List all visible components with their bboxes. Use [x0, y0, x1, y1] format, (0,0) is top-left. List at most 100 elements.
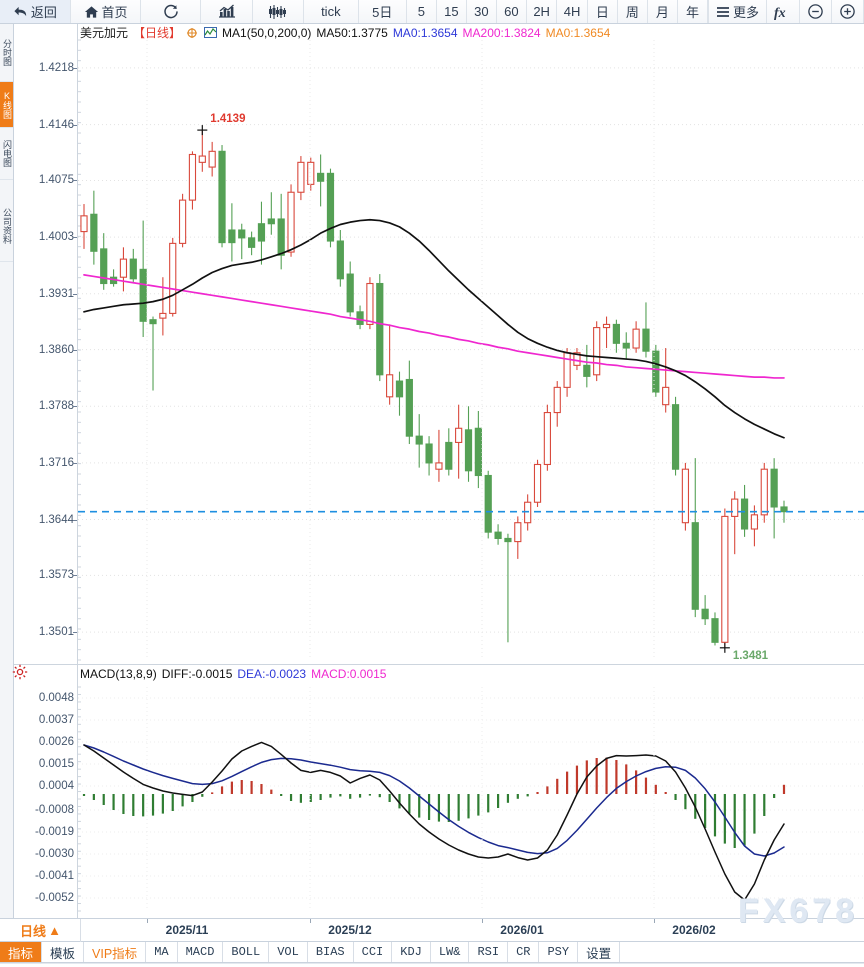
- indicator-cr[interactable]: CR: [508, 942, 540, 962]
- macd-legend: MACD(13,8,9) DIFF:-0.0015 DEA:-0.0023 MA…: [78, 665, 386, 682]
- price-y-tick: [73, 406, 77, 408]
- macd-y-label: -0.0052: [34, 892, 74, 904]
- toolbar-h2[interactable]: 2H: [527, 0, 558, 23]
- toolbar-tick[interactable]: tick: [304, 0, 359, 23]
- toolbar-week[interactable]: 周: [618, 0, 648, 23]
- refresh-icon: [163, 4, 179, 20]
- indicator-psy[interactable]: PSY: [539, 942, 579, 962]
- indicator-vip-indicator[interactable]: VIP指标: [84, 942, 147, 962]
- toolbar-m5[interactable]: 5: [407, 0, 437, 23]
- indicator-vol[interactable]: VOL: [269, 942, 308, 962]
- bar-chart-icon: [218, 4, 236, 20]
- sidebar-item-intraday-chart[interactable]: 分时图: [0, 24, 13, 82]
- sidebar-item-k-line-chart[interactable]: K线图: [0, 82, 13, 128]
- price-y-tick: [73, 237, 77, 239]
- toolbar-zoom-in[interactable]: [832, 0, 864, 23]
- price-y-label: 1.4075: [38, 174, 74, 187]
- ma-params: MA1(50,0,200,0): [222, 25, 312, 40]
- toolbar-formula[interactable]: fx: [767, 0, 800, 23]
- ma0-value-a: MA0:1.3654: [392, 25, 458, 40]
- hamburger-icon: [716, 6, 730, 18]
- toolbar-month[interactable]: 月: [648, 0, 678, 23]
- price-y-label: 1.3860: [38, 343, 74, 356]
- period-selector-tab[interactable]: 日线 ▲: [1, 919, 81, 942]
- x-axis-date-label: 2026/01: [500, 923, 544, 937]
- macd-histogram-svg: [78, 686, 864, 912]
- fx-icon: fx: [774, 4, 792, 20]
- scrollbar-thumb[interactable]: [0, 963, 864, 967]
- toolbar-more[interactable]: 更多: [709, 0, 767, 23]
- ma-indicator-icon[interactable]: [204, 27, 218, 38]
- toolbar-bar-chart[interactable]: [201, 0, 253, 23]
- macd-y-label: -0.0041: [34, 870, 74, 882]
- toolbar-day-label: 日: [595, 5, 609, 20]
- indicator-rsi-label: RSI: [477, 945, 500, 959]
- top-toolbar: 返回 首页 tick 5日 5 15 30 60 2H 4H 日 周 月 年 更多 fx: [0, 0, 864, 24]
- x-axis-tick: [654, 919, 655, 923]
- horizontal-scrollbar[interactable]: [0, 963, 864, 967]
- indicator-ma-label: MA: [154, 945, 169, 959]
- indicator-indicator[interactable]: 指标: [0, 942, 43, 962]
- indicator-boll[interactable]: BOLL: [223, 942, 270, 962]
- toolbar-back[interactable]: 返回: [0, 0, 71, 23]
- toolbar-m30[interactable]: 30: [467, 0, 497, 23]
- macd-y-label: -0.0019: [34, 826, 74, 838]
- indicator-kdj[interactable]: KDJ: [392, 942, 431, 962]
- home-icon: [84, 5, 99, 19]
- macd-y-label: 0.0048: [38, 692, 74, 704]
- toolbar-candles[interactable]: [253, 0, 304, 23]
- indicator-cci-label: CCI: [361, 945, 384, 959]
- price-y-label: 1.4218: [38, 61, 74, 74]
- zoom-out-icon: [807, 3, 824, 20]
- x-axis-tick: [310, 919, 311, 923]
- toolbar-year[interactable]: 年: [678, 0, 708, 23]
- price-y-tick: [73, 293, 77, 295]
- crosshair-toggle-icon[interactable]: [186, 27, 199, 38]
- toolbar-year-label: 年: [685, 5, 699, 20]
- price-y-label: 1.4146: [38, 118, 74, 131]
- x-axis-tick: [482, 919, 483, 923]
- price-y-label: 1.4003: [38, 231, 74, 244]
- indicator-lw[interactable]: LW&: [431, 942, 470, 962]
- indicator-ma[interactable]: MA: [146, 942, 178, 962]
- toolbar-week-label: 周: [625, 5, 639, 20]
- high-price-annotation: 1.4139: [210, 113, 246, 126]
- price-y-label: 1.3788: [38, 400, 74, 413]
- ma50-value: MA50:1.3775: [316, 25, 388, 40]
- period-arrow-icon: ▲: [48, 923, 61, 938]
- price-y-tick: [73, 180, 77, 182]
- arrow-left-icon: [13, 5, 28, 19]
- indicator-indicator-label: 指标: [8, 946, 34, 961]
- sidebar-item-company-info[interactable]: 公司资料: [0, 190, 13, 262]
- toolbar-m15[interactable]: 15: [437, 0, 467, 23]
- price-y-label: 1.3716: [38, 456, 74, 469]
- macd-value: MACD:0.0015: [311, 666, 387, 681]
- indicator-template[interactable]: 模板: [42, 942, 85, 962]
- price-y-label: 1.3501: [38, 626, 74, 639]
- indicator-cci[interactable]: CCI: [354, 942, 393, 962]
- macd-pane: 0.0048 0.0037 0.0026 0.0015 0.0004 -0.0008 -0.…: [14, 664, 864, 918]
- macd-title: MACD(13,8,9): [80, 666, 157, 681]
- x-axis-date-label: 2026/02: [672, 923, 716, 937]
- toolbar-m60[interactable]: 60: [497, 0, 527, 23]
- candlestick-icon: [268, 4, 288, 20]
- toolbar-h4[interactable]: 4H: [557, 0, 588, 23]
- sidebar-item-flash-chart[interactable]: 闪电图: [0, 128, 13, 180]
- symbol-name: 美元加元: [80, 26, 129, 40]
- toolbar-m60-label: 60: [504, 4, 519, 19]
- toolbar-refresh[interactable]: [141, 0, 202, 23]
- indicator-settings[interactable]: 设置: [578, 942, 621, 962]
- toolbar-zoom-out[interactable]: [800, 0, 832, 23]
- price-y-tick: [73, 575, 77, 577]
- toolbar-day[interactable]: 日: [588, 0, 618, 23]
- toolbar-home[interactable]: 首页: [71, 0, 142, 23]
- indicator-bias[interactable]: BIAS: [308, 942, 354, 962]
- sun-settings-icon[interactable]: [12, 664, 28, 680]
- macd-plot-area[interactable]: MACD(13,8,9) DIFF:-0.0015 DEA:-0.0023 MA…: [78, 665, 864, 918]
- price-plot-area[interactable]: 美元加元 【日线】 MA1(50,0,200,0) MA50:1.3775 MA…: [78, 24, 864, 664]
- indicator-cr-label: CR: [516, 945, 531, 959]
- indicator-rsi[interactable]: RSI: [469, 942, 509, 962]
- indicator-macd[interactable]: MACD: [178, 942, 224, 962]
- toolbar-five-day[interactable]: 5日: [359, 0, 407, 23]
- left-sidebar: 分时图 K线图 闪电图公司资料: [0, 24, 14, 918]
